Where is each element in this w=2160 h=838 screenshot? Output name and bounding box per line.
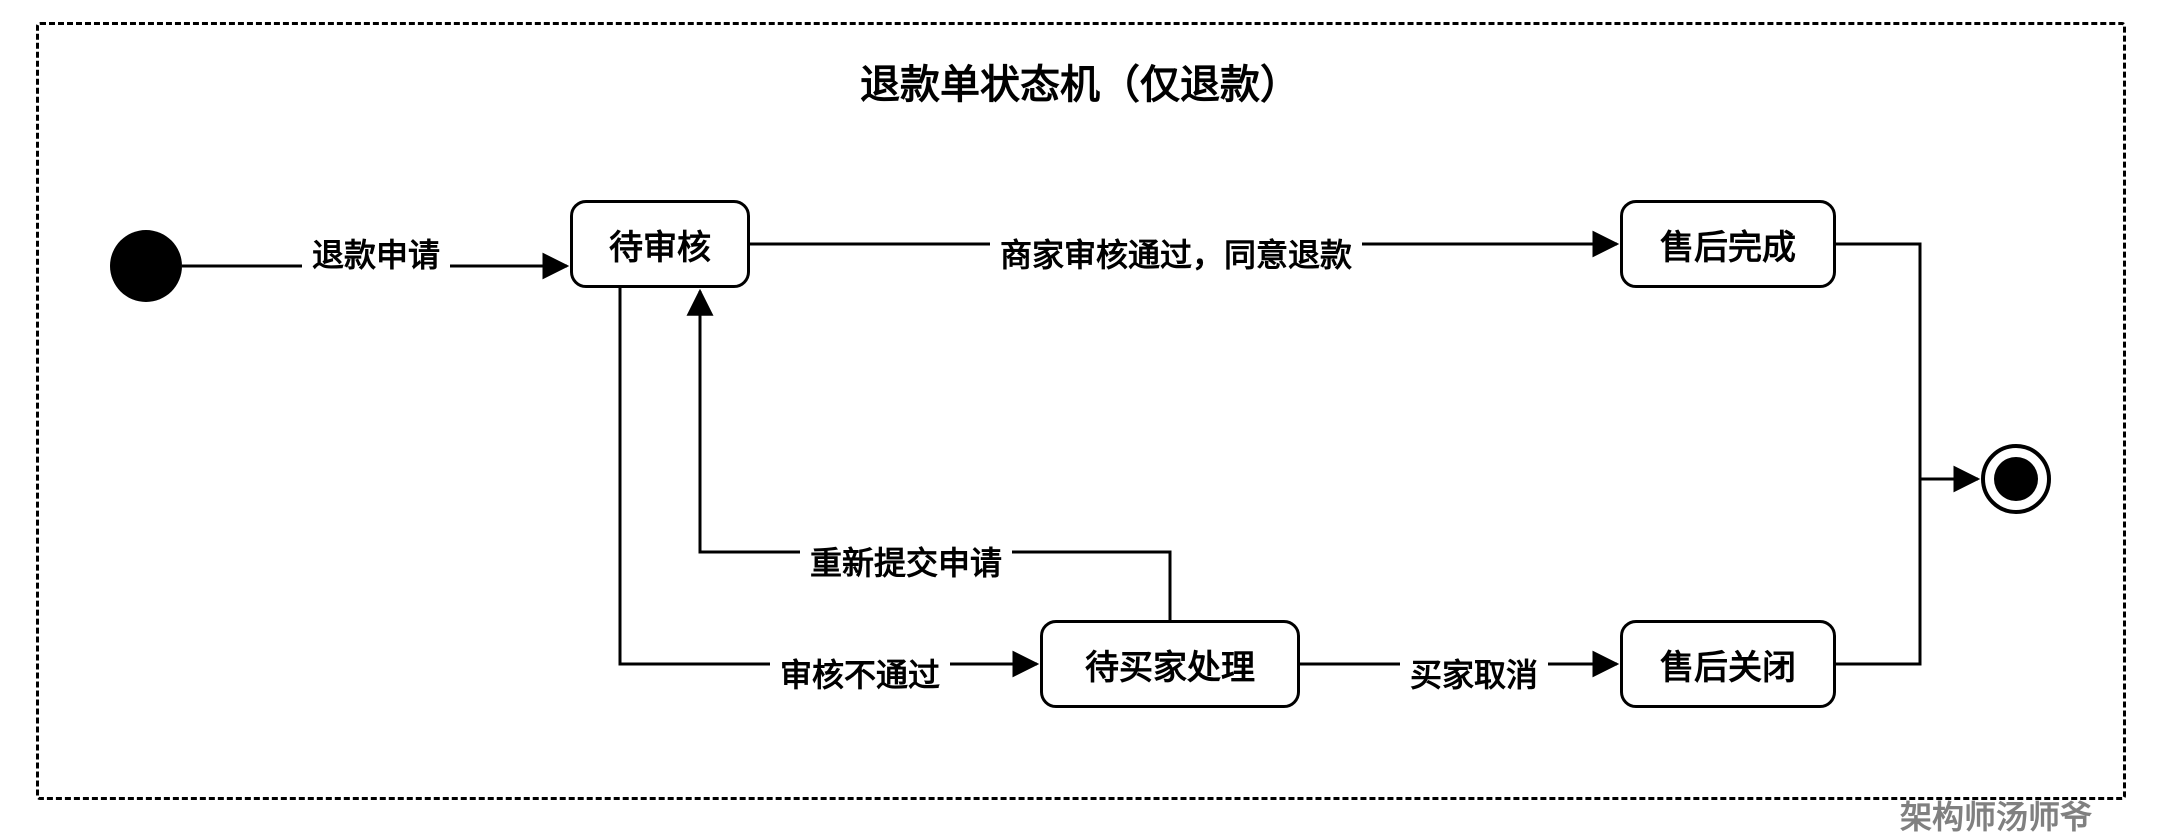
final-state-inner [1994, 457, 2038, 501]
initial-state [110, 230, 182, 302]
state-awaiting-buyer: 待买家处理 [1040, 620, 1300, 708]
diagram-title: 退款单状态机（仅退款） [0, 52, 2160, 110]
state-after-sale-closed: 售后关闭 [1620, 620, 1836, 708]
edge-label-review-reject: 审核不通过 [770, 646, 950, 700]
edge-label-buyer-cancel: 买家取消 [1400, 646, 1548, 700]
state-after-sale-done: 售后完成 [1620, 200, 1836, 288]
state-label: 待审核 [609, 220, 711, 269]
state-label: 待买家处理 [1085, 640, 1255, 689]
edge-label-refund-request: 退款申请 [302, 226, 450, 280]
edge-label-resubmit: 重新提交申请 [800, 534, 1012, 588]
final-state [1981, 444, 2051, 514]
state-pending-review: 待审核 [570, 200, 750, 288]
state-label: 售后完成 [1660, 220, 1796, 269]
edge-label-approve-refund: 商家审核通过，同意退款 [990, 226, 1362, 280]
watermark: 架构师汤师爷 [1900, 792, 2092, 838]
state-label: 售后关闭 [1660, 640, 1796, 689]
